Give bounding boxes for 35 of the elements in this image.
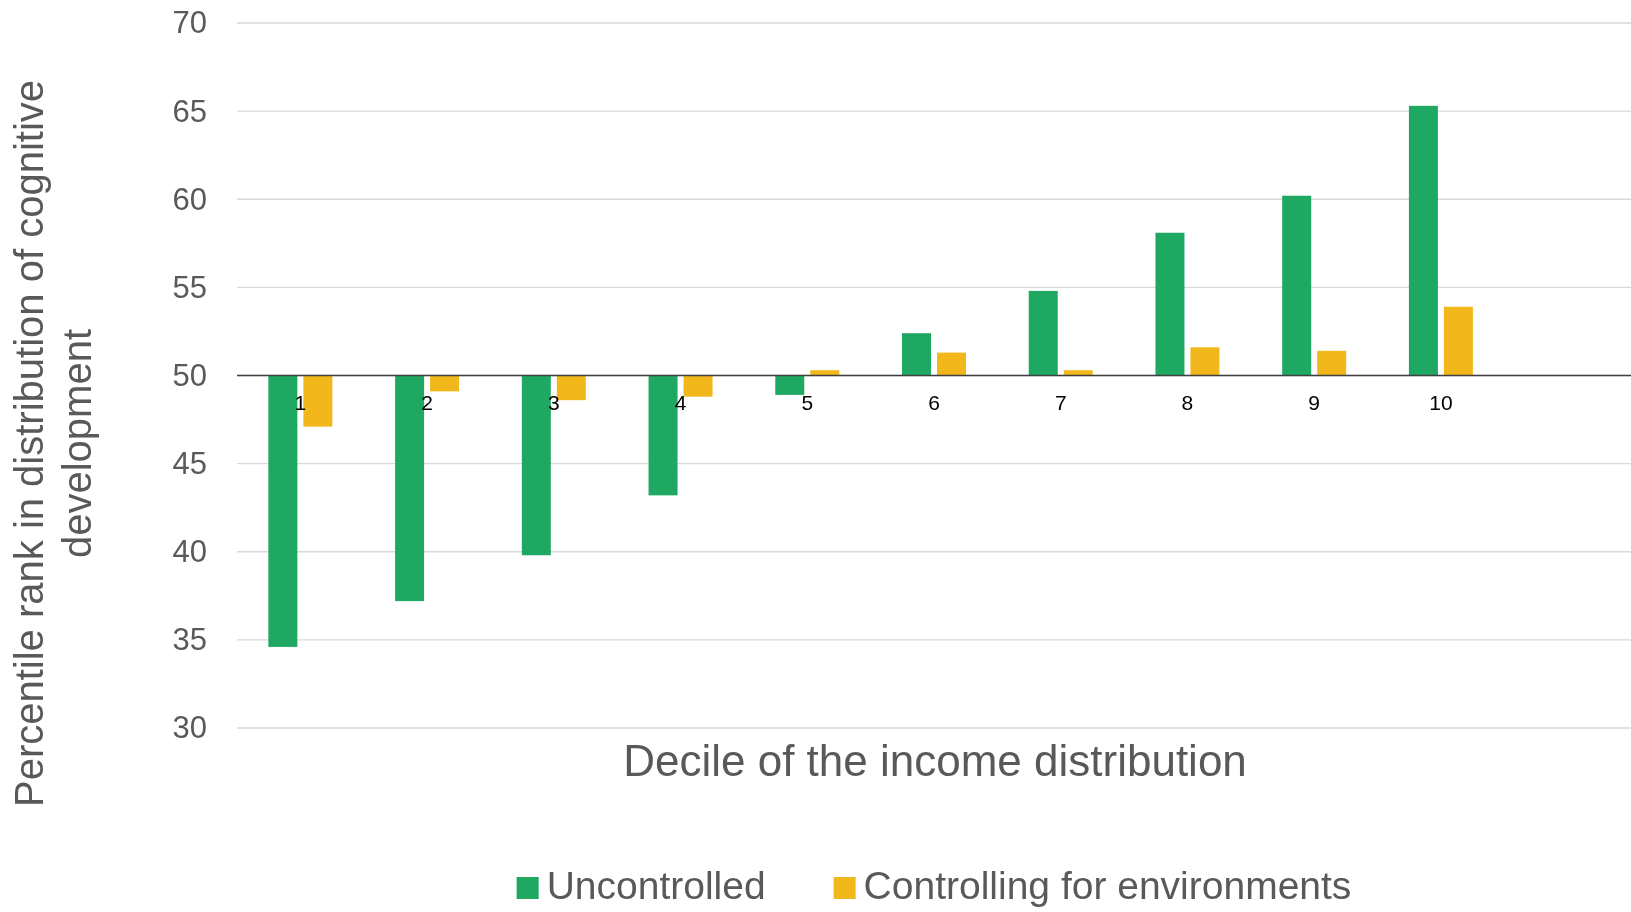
x-tick-label: 10 [1429, 390, 1453, 414]
x-tick-label: 5 [801, 390, 814, 414]
bar [937, 352, 966, 376]
y-tick-label: 55 [172, 269, 207, 305]
y-tick-label: 65 [172, 93, 207, 129]
x-tick-label: 6 [928, 390, 940, 414]
bar [683, 375, 713, 397]
bar [430, 375, 460, 392]
bar [1282, 195, 1312, 376]
x-tick-label: 8 [1181, 390, 1194, 414]
bar [775, 375, 805, 395]
y-tick-label: 70 [172, 5, 207, 41]
legend-label: Controlling for environments [863, 864, 1352, 907]
x-tick-label: 9 [1308, 390, 1321, 414]
y-axis-title: Percentile rank in distribution of cognitive development [7, 79, 99, 808]
legend-label: Uncontrolled [546, 864, 766, 907]
bar [902, 333, 931, 376]
bar [1063, 370, 1093, 376]
y-tick-label: 35 [172, 622, 207, 658]
y-tick-label: 60 [172, 181, 207, 217]
bar [1155, 232, 1185, 376]
y-tick-label: 50 [172, 357, 207, 393]
bar [1190, 347, 1220, 376]
bar [1443, 306, 1473, 376]
bar [810, 370, 840, 376]
y-tick-label: 40 [172, 534, 207, 570]
x-axis-title: Decile of the income distribution [623, 736, 1247, 785]
bar [521, 375, 551, 556]
y-tick-label: 45 [172, 446, 207, 482]
bar [268, 375, 298, 647]
bar [1317, 350, 1347, 376]
bar [1028, 290, 1058, 376]
x-tick-label: 7 [1054, 390, 1067, 414]
y-tick-label: 30 [172, 710, 207, 746]
bar [1408, 105, 1438, 376]
